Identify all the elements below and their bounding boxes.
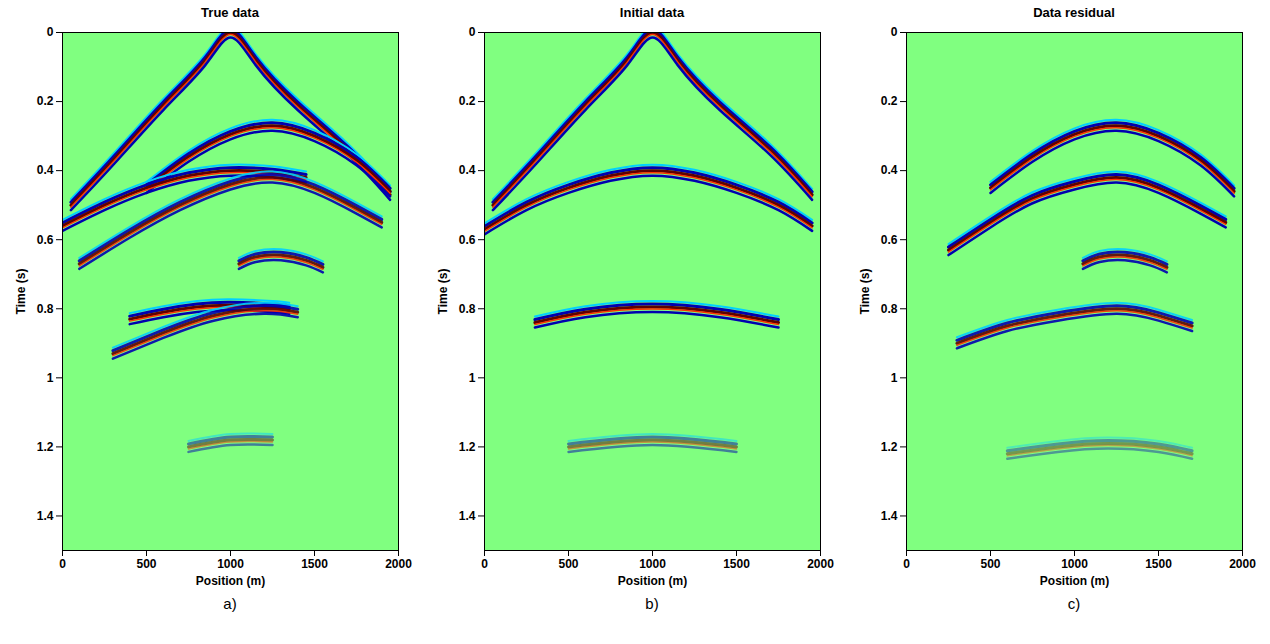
svg-text:0: 0 <box>59 557 66 571</box>
svg-text:0.6: 0.6 <box>881 233 898 247</box>
svg-text:Time (s): Time (s) <box>14 269 28 315</box>
svg-text:1.4: 1.4 <box>881 509 898 523</box>
svg-text:1.4: 1.4 <box>37 509 54 523</box>
svg-text:1500: 1500 <box>301 557 328 571</box>
svg-text:0: 0 <box>47 25 54 39</box>
svg-text:0.4: 0.4 <box>459 163 476 177</box>
svg-text:1: 1 <box>47 371 54 385</box>
html-text:c): c) <box>1067 595 1081 612</box>
svg-text:0: 0 <box>903 557 910 571</box>
svg-text:0.8: 0.8 <box>459 302 476 316</box>
svg-text:2000: 2000 <box>385 557 412 571</box>
svg-text:500: 500 <box>980 557 1000 571</box>
svg-text:2000: 2000 <box>807 557 834 571</box>
html-text:b): b) <box>645 595 659 612</box>
svg-text:0.4: 0.4 <box>37 163 54 177</box>
svg-text:0.8: 0.8 <box>881 302 898 316</box>
html-text:a): a) <box>223 595 237 612</box>
svg-text:0.8: 0.8 <box>37 302 54 316</box>
svg-text:Time (s): Time (s) <box>858 269 872 315</box>
svg-text:1: 1 <box>469 371 476 385</box>
svg-text:1500: 1500 <box>723 557 750 571</box>
svg-text:1.2: 1.2 <box>459 440 476 454</box>
svg-text:0.2: 0.2 <box>881 94 898 108</box>
svg-text:1.2: 1.2 <box>37 440 54 454</box>
svg-text:1500: 1500 <box>1145 557 1172 571</box>
svg-text:1000: 1000 <box>217 557 244 571</box>
svg-text:0.2: 0.2 <box>37 94 54 108</box>
svg-text:0: 0 <box>481 557 488 571</box>
svg-text:Time (s): Time (s) <box>436 269 450 315</box>
svg-text:500: 500 <box>558 557 578 571</box>
svg-text:1000: 1000 <box>1061 557 1088 571</box>
svg-text:2000: 2000 <box>1229 557 1256 571</box>
svg-text:0: 0 <box>891 25 898 39</box>
svg-text:500: 500 <box>136 557 156 571</box>
html-text:True data: True data <box>201 5 259 20</box>
svg-text:0.4: 0.4 <box>881 163 898 177</box>
svg-text:1.4: 1.4 <box>459 509 476 523</box>
svg-text:Position (m): Position (m) <box>1040 574 1109 588</box>
svg-text:Position (m): Position (m) <box>618 574 687 588</box>
svg-text:1.2: 1.2 <box>881 440 898 454</box>
svg-text:1000: 1000 <box>639 557 666 571</box>
svg-text:0.2: 0.2 <box>459 94 476 108</box>
svg-text:0: 0 <box>469 25 476 39</box>
svg-text:1: 1 <box>891 371 898 385</box>
svg-text:0.6: 0.6 <box>37 233 54 247</box>
html-text:Initial data: Initial data <box>619 5 685 20</box>
html-text:Data residual: Data residual <box>1033 5 1115 20</box>
svg-text:0.6: 0.6 <box>459 233 476 247</box>
svg-text:Position (m): Position (m) <box>196 574 265 588</box>
